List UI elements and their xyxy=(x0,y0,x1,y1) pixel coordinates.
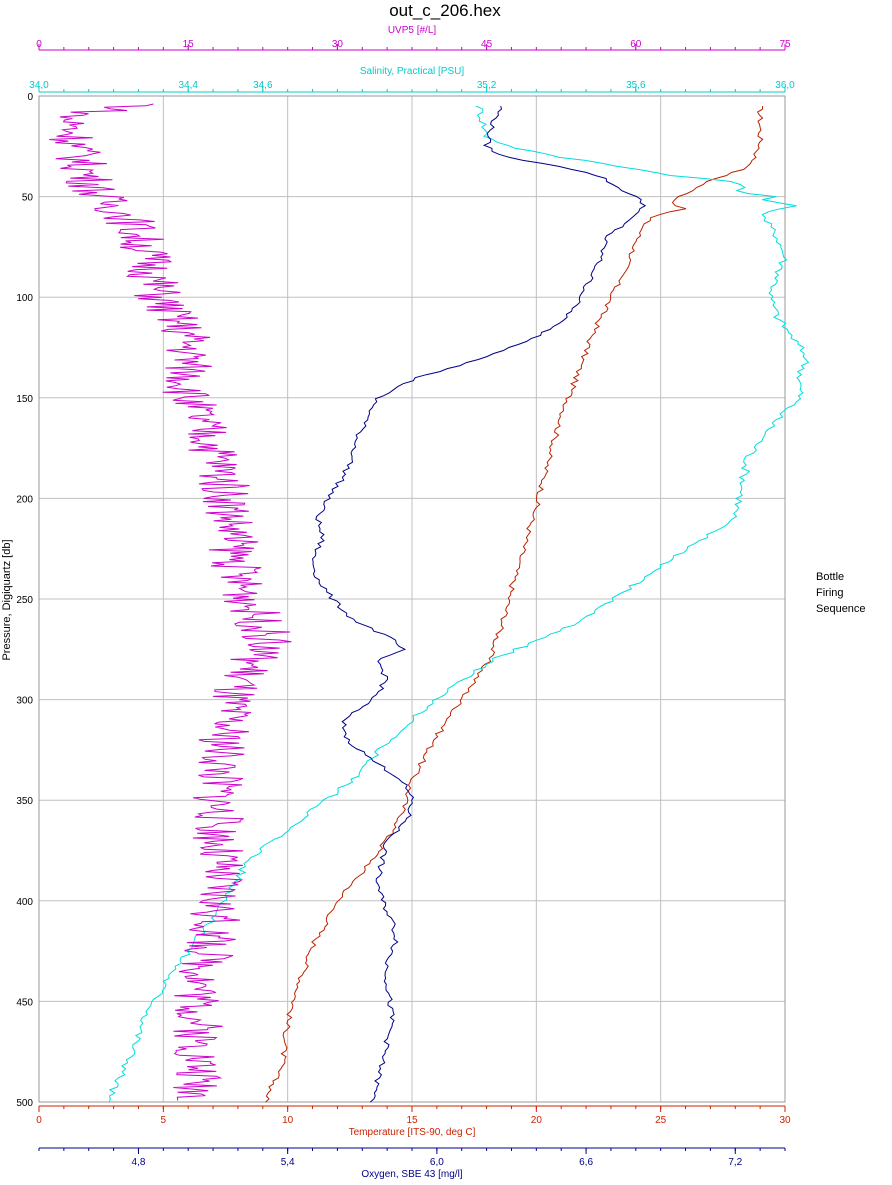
uvp-tick-label: 60 xyxy=(630,39,642,50)
pressure-tick-label: 450 xyxy=(16,997,33,1008)
uvp-tick-label: 0 xyxy=(36,39,42,50)
pressure-tick-label: 50 xyxy=(22,193,34,204)
oxygen-tick-label: 6,0 xyxy=(430,1157,444,1168)
temperature-tick-label: 20 xyxy=(531,1115,543,1126)
chart-title: out_c_206.hex xyxy=(389,1,501,20)
temperature-tick-label: 25 xyxy=(655,1115,667,1126)
legend-line-1: Bottle xyxy=(816,571,845,583)
salinity-tick-label: 34,4 xyxy=(178,80,198,91)
temperature-tick-label: 15 xyxy=(406,1115,418,1126)
pressure-axis-label: Pressure, Digiquartz [db] xyxy=(1,539,13,660)
oxygen-tick-label: 7,2 xyxy=(728,1157,742,1168)
plot-frame xyxy=(38,95,786,1103)
salinity-tick-label: 34,0 xyxy=(29,80,49,91)
series-line-salinity xyxy=(108,105,810,1103)
oxygen-tick-label: 5,4 xyxy=(281,1157,295,1168)
pressure-tick-label: 300 xyxy=(16,696,33,707)
pressure-tick-label: 400 xyxy=(16,897,33,908)
pressure-tick-label: 150 xyxy=(16,394,33,405)
series-line-uvp5 xyxy=(49,103,292,1101)
temperature-tick-label: 10 xyxy=(282,1115,294,1126)
pressure-tick-label: 0 xyxy=(27,92,33,103)
series-line-temperature xyxy=(265,106,764,1103)
grid xyxy=(38,95,786,1103)
uvp-tick-label: 30 xyxy=(332,39,344,50)
pressure-tick-label: 500 xyxy=(16,1098,33,1109)
uvp-tick-label: 15 xyxy=(183,39,195,50)
temperature-axis-label: Temperature [ITS-90, deg C] xyxy=(349,1127,476,1138)
pressure-tick-label: 250 xyxy=(16,595,33,606)
temperature-tick-label: 30 xyxy=(779,1115,791,1126)
uvp-tick-label: 45 xyxy=(481,39,493,50)
uvp-axis-label: UVP5 [#/L] xyxy=(388,25,437,36)
oxygen-tick-label: 4,8 xyxy=(132,1157,146,1168)
pressure-tick-label: 100 xyxy=(16,293,33,304)
series-lines xyxy=(49,103,810,1103)
temperature-tick-label: 0 xyxy=(36,1115,42,1126)
salinity-tick-label: 35,2 xyxy=(477,80,497,91)
salinity-tick-label: 34,6 xyxy=(253,80,273,91)
temperature-tick-label: 5 xyxy=(161,1115,167,1126)
salinity-axis-label: Salinity, Practical [PSU] xyxy=(360,66,465,77)
series-line-oxygen xyxy=(312,105,647,1103)
salinity-tick-label: 35,6 xyxy=(626,80,646,91)
bottle-firing-legend: Bottle Firing Sequence xyxy=(816,569,866,617)
salinity-tick-label: 36,0 xyxy=(775,80,795,91)
uvp-tick-label: 75 xyxy=(779,39,791,50)
pressure-tick-label: 350 xyxy=(16,796,33,807)
legend-line-3: Sequence xyxy=(816,603,866,615)
oxygen-axis-label: Oxygen, SBE 43 [mg/l] xyxy=(361,1169,462,1180)
oxygen-tick-label: 6,6 xyxy=(579,1157,593,1168)
legend-line-2: Firing xyxy=(816,587,844,599)
pressure-tick-label: 200 xyxy=(16,494,33,505)
